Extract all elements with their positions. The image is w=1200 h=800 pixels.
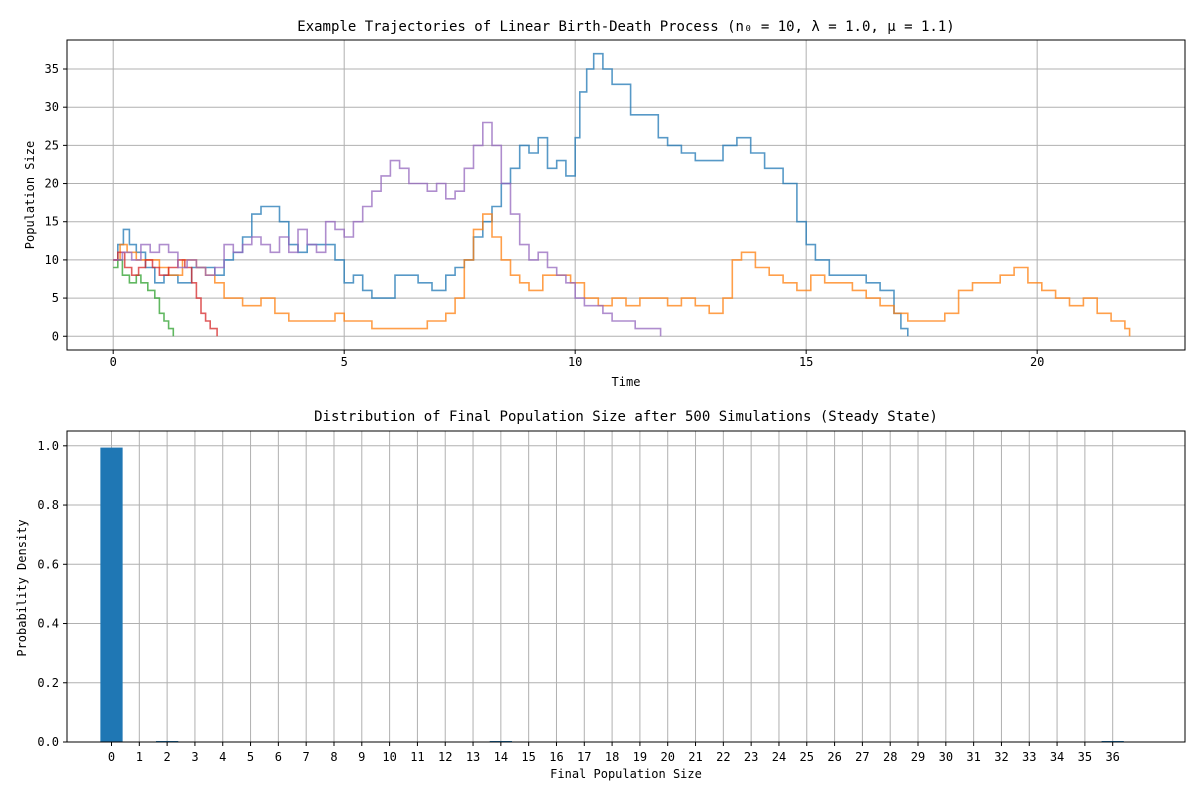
x-tick-label: 2 [164, 750, 171, 764]
y-tick-label: 1.0 [37, 439, 59, 453]
x-tick-label: 19 [633, 750, 647, 764]
trajectory-line-5 [113, 121, 662, 337]
x-tick-label: 16 [549, 750, 563, 764]
x-tick-label: 27 [855, 750, 869, 764]
distribution-chart: Distribution of Final Population Size af… [15, 409, 1186, 781]
x-tick-label: 18 [605, 750, 619, 764]
distribution-x-axis-label: Final Population Size [550, 767, 702, 781]
trajectory-line-1 [113, 52, 909, 337]
trajectory-line-3 [113, 259, 175, 337]
distribution-plot-frame [66, 430, 1186, 743]
x-tick-label: 15 [799, 355, 813, 369]
x-tick-label: 14 [494, 750, 508, 764]
x-tick-label: 0 [108, 750, 115, 764]
x-tick-label: 23 [744, 750, 758, 764]
trajectories-chart-title: Example Trajectories of Linear Birth-Dea… [297, 19, 954, 35]
y-tick-label: 30 [45, 100, 59, 114]
x-tick-label: 15 [521, 750, 535, 764]
x-tick-label: 22 [716, 750, 730, 764]
y-tick-label: 0.2 [37, 676, 59, 690]
y-tick-label: 35 [45, 62, 59, 76]
y-tick-label: 0.6 [37, 557, 59, 571]
x-tick-label: 36 [1105, 750, 1119, 764]
y-tick-label: 15 [45, 215, 59, 229]
x-tick-label: 20 [1030, 355, 1044, 369]
x-tick-label: 3 [191, 750, 198, 764]
trajectory-line-4 [113, 251, 218, 337]
y-tick-label: 0.0 [37, 735, 59, 749]
distribution-y-axis-label: Probability Density [15, 519, 29, 656]
distribution-ticks: 0 1 2 3 4 5 6 7 8 9 10 11 12 13 14 15 16 17 18 19 20 21 22 23 24… [37, 439, 1120, 764]
y-tick-label: 0.4 [37, 617, 59, 631]
y-tick-label: 20 [45, 177, 59, 191]
x-tick-label: 5 [341, 355, 348, 369]
trajectories-grid [67, 40, 1185, 350]
x-tick-label: 31 [966, 750, 980, 764]
x-tick-label: 30 [939, 750, 953, 764]
x-tick-label: 9 [358, 750, 365, 764]
x-tick-label: 0 [110, 355, 117, 369]
x-tick-label: 12 [438, 750, 452, 764]
y-tick-label: 0.8 [37, 498, 59, 512]
x-tick-label: 24 [772, 750, 786, 764]
x-tick-label: 4 [219, 750, 226, 764]
x-tick-label: 8 [330, 750, 337, 764]
trajectories-series [113, 52, 1131, 337]
x-tick-label: 20 [660, 750, 674, 764]
x-tick-label: 6 [275, 750, 282, 764]
y-tick-label: 25 [45, 138, 59, 152]
y-tick-label: 0 [52, 329, 59, 343]
bar-0 [100, 447, 123, 742]
x-tick-label: 26 [827, 750, 841, 764]
y-tick-label: 5 [52, 291, 59, 305]
trajectories-plot-frame [66, 39, 1186, 351]
x-tick-label: 10 [568, 355, 582, 369]
distribution-grid [67, 431, 1185, 743]
x-tick-label: 28 [883, 750, 897, 764]
x-tick-label: 25 [800, 750, 814, 764]
x-tick-label: 29 [911, 750, 925, 764]
y-tick-label: 10 [45, 253, 59, 267]
x-tick-label: 21 [688, 750, 702, 764]
x-tick-label: 17 [577, 750, 591, 764]
trajectories-ticks: 0 5 10 15 20 0 5 10 15 20 25 30 35 [45, 62, 1045, 369]
x-tick-label: 1 [136, 750, 143, 764]
x-tick-label: 10 [382, 750, 396, 764]
x-tick-label: 11 [410, 750, 424, 764]
x-tick-label: 5 [247, 750, 254, 764]
x-tick-label: 7 [303, 750, 310, 764]
x-tick-label: 13 [466, 750, 480, 764]
trajectories-chart: Example Trajectories of Linear Birth-Dea… [23, 19, 1186, 389]
distribution-chart-title: Distribution of Final Population Size af… [314, 409, 938, 425]
x-tick-label: 35 [1078, 750, 1092, 764]
trajectories-y-axis-label: Population Size [23, 141, 37, 249]
x-tick-label: 32 [994, 750, 1008, 764]
x-tick-label: 34 [1050, 750, 1064, 764]
trajectories-x-axis-label: Time [612, 375, 641, 389]
x-tick-label: 33 [1022, 750, 1036, 764]
